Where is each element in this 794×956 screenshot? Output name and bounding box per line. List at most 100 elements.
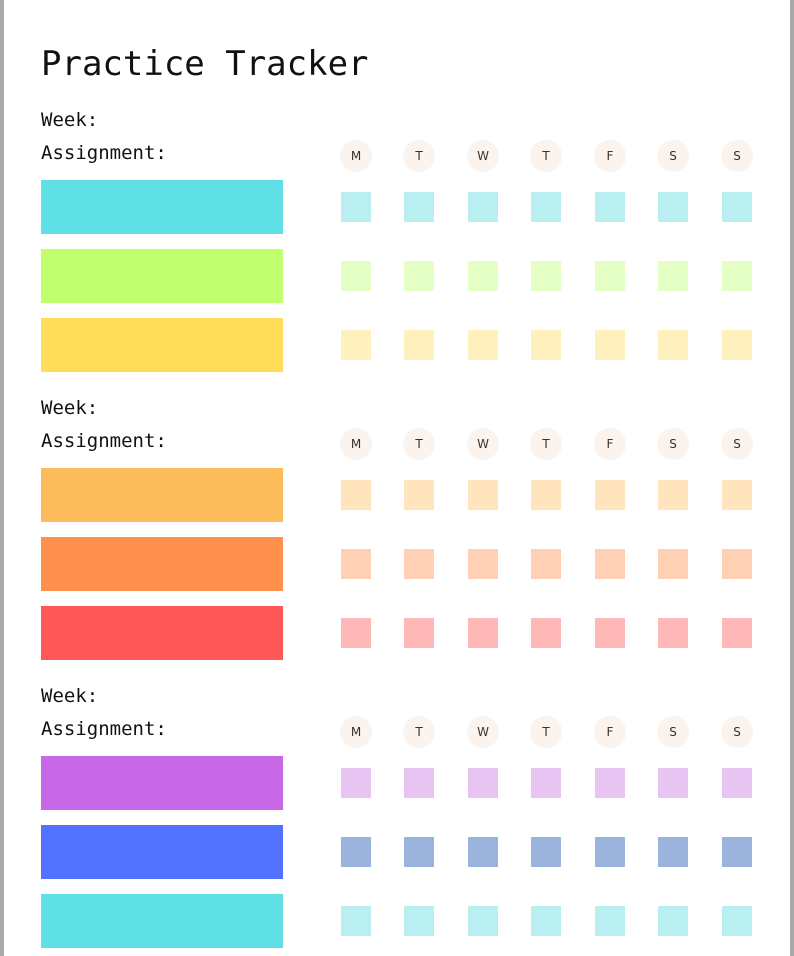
practice-checkbox[interactable] <box>595 330 625 360</box>
practice-checkbox[interactable] <box>341 618 371 648</box>
practice-checkbox[interactable] <box>722 768 752 798</box>
practice-checkbox[interactable] <box>595 906 625 936</box>
practice-checkbox[interactable] <box>341 261 371 291</box>
page-title: Practice Tracker <box>41 44 369 84</box>
day-header: S <box>657 428 689 460</box>
practice-checkbox[interactable] <box>531 906 561 936</box>
practice-checkbox[interactable] <box>658 618 688 648</box>
practice-checkbox[interactable] <box>404 192 434 222</box>
assignment-bar[interactable] <box>41 825 283 879</box>
practice-checkbox[interactable] <box>531 768 561 798</box>
practice-checkbox[interactable] <box>658 549 688 579</box>
day-header: T <box>530 716 562 748</box>
assignment-bar[interactable] <box>41 537 283 591</box>
practice-checkbox[interactable] <box>468 768 498 798</box>
practice-checkbox[interactable] <box>722 330 752 360</box>
practice-checkbox[interactable] <box>722 261 752 291</box>
practice-checkbox[interactable] <box>468 330 498 360</box>
practice-checkbox[interactable] <box>658 261 688 291</box>
practice-checkbox[interactable] <box>468 549 498 579</box>
assignment-bar[interactable] <box>41 756 283 810</box>
practice-checkbox[interactable] <box>531 549 561 579</box>
practice-checkbox[interactable] <box>404 906 434 936</box>
assignment-bar[interactable] <box>41 894 283 948</box>
practice-checkbox[interactable] <box>722 906 752 936</box>
practice-checkbox[interactable] <box>658 480 688 510</box>
practice-checkbox[interactable] <box>468 618 498 648</box>
practice-checkbox[interactable] <box>595 261 625 291</box>
assignment-label: Assignment: <box>41 430 167 452</box>
week-label: Week: <box>41 397 99 419</box>
assignment-bar[interactable] <box>41 180 283 234</box>
practice-checkbox[interactable] <box>404 480 434 510</box>
practice-checkbox[interactable] <box>595 768 625 798</box>
practice-checkbox[interactable] <box>658 837 688 867</box>
practice-checkbox[interactable] <box>658 768 688 798</box>
practice-checkbox[interactable] <box>531 618 561 648</box>
practice-checkbox[interactable] <box>468 906 498 936</box>
day-header: S <box>657 140 689 172</box>
practice-checkbox[interactable] <box>341 906 371 936</box>
practice-checkbox[interactable] <box>341 330 371 360</box>
practice-checkbox[interactable] <box>531 192 561 222</box>
assignment-bar[interactable] <box>41 318 283 372</box>
practice-checkbox[interactable] <box>404 837 434 867</box>
day-header: M <box>340 428 372 460</box>
practice-checkbox[interactable] <box>468 480 498 510</box>
day-header: F <box>594 716 626 748</box>
day-header: T <box>403 140 435 172</box>
practice-checkbox[interactable] <box>531 837 561 867</box>
day-header: T <box>403 716 435 748</box>
practice-checkbox[interactable] <box>531 261 561 291</box>
assignment-bar[interactable] <box>41 606 283 660</box>
day-header: M <box>340 716 372 748</box>
practice-checkbox[interactable] <box>341 480 371 510</box>
assignment-bar[interactable] <box>41 249 283 303</box>
day-header: M <box>340 140 372 172</box>
practice-checkbox[interactable] <box>595 618 625 648</box>
day-header: S <box>721 428 753 460</box>
practice-checkbox[interactable] <box>658 906 688 936</box>
day-header: T <box>530 428 562 460</box>
practice-checkbox[interactable] <box>595 549 625 579</box>
practice-checkbox[interactable] <box>341 768 371 798</box>
practice-checkbox[interactable] <box>531 480 561 510</box>
practice-checkbox[interactable] <box>658 192 688 222</box>
day-header: S <box>721 140 753 172</box>
week-label: Week: <box>41 109 99 131</box>
practice-checkbox[interactable] <box>341 549 371 579</box>
practice-checkbox[interactable] <box>468 192 498 222</box>
practice-checkbox[interactable] <box>468 837 498 867</box>
practice-checkbox[interactable] <box>722 480 752 510</box>
week-label: Week: <box>41 685 99 707</box>
practice-checkbox[interactable] <box>404 330 434 360</box>
day-header: W <box>467 428 499 460</box>
practice-checkbox[interactable] <box>658 330 688 360</box>
assignment-bar[interactable] <box>41 468 283 522</box>
practice-checkbox[interactable] <box>341 837 371 867</box>
day-header: S <box>657 716 689 748</box>
practice-checkbox[interactable] <box>341 192 371 222</box>
practice-checkbox[interactable] <box>722 837 752 867</box>
day-header: T <box>403 428 435 460</box>
practice-checkbox[interactable] <box>595 480 625 510</box>
day-header: W <box>467 140 499 172</box>
day-header: S <box>721 716 753 748</box>
practice-checkbox[interactable] <box>595 837 625 867</box>
tracker-page: Practice Tracker Week: Assignment: M T W T F S S… <box>4 0 790 956</box>
practice-checkbox[interactable] <box>531 330 561 360</box>
practice-checkbox[interactable] <box>404 549 434 579</box>
practice-checkbox[interactable] <box>595 192 625 222</box>
assignment-label: Assignment: <box>41 142 167 164</box>
practice-checkbox[interactable] <box>722 549 752 579</box>
practice-checkbox[interactable] <box>722 618 752 648</box>
practice-checkbox[interactable] <box>404 768 434 798</box>
practice-checkbox[interactable] <box>468 261 498 291</box>
day-header: T <box>530 140 562 172</box>
practice-checkbox[interactable] <box>404 261 434 291</box>
day-header: F <box>594 140 626 172</box>
practice-checkbox[interactable] <box>722 192 752 222</box>
assignment-label: Assignment: <box>41 718 167 740</box>
practice-checkbox[interactable] <box>404 618 434 648</box>
day-header: W <box>467 716 499 748</box>
